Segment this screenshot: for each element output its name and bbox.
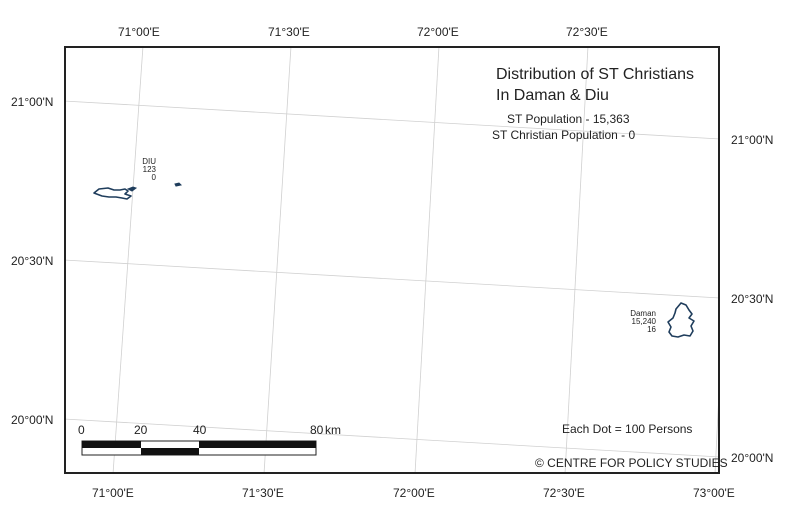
- diu-label: DIU 123 0: [136, 158, 156, 182]
- diu-islet: [126, 186, 138, 192]
- meridian-73-00: [714, 404, 718, 472]
- copyright-text: © CENTRE FOR POLICY STUDIES: [535, 456, 728, 470]
- daman-label: Daman 15,240 16: [620, 310, 656, 334]
- map-title: Distribution of ST Christians In Daman &…: [496, 64, 694, 106]
- left-label-20-30: 20°30'N: [11, 254, 54, 268]
- daman-st-christian: 16: [647, 325, 656, 334]
- bottom-label-71-30: 71°30'E: [242, 486, 284, 500]
- scale-tick-40: 40: [193, 423, 207, 437]
- scale-tick-0: 0: [78, 423, 85, 437]
- diu-st-population: 123: [142, 165, 156, 174]
- diu-st-christian: 0: [151, 173, 156, 182]
- parallel-20-00: [66, 418, 718, 458]
- dot-legend-note: Each Dot = 100 Persons: [562, 422, 693, 436]
- top-label-71-30: 71°30'E: [268, 25, 310, 39]
- top-label-71-00: 71°00'E: [118, 25, 160, 39]
- diu-outline: [93, 187, 132, 200]
- scale-seg-1: [82, 441, 141, 448]
- map-canvas: [66, 48, 718, 472]
- right-label-20-30: 20°30'N: [731, 292, 774, 306]
- daman-name: Daman: [630, 309, 656, 318]
- st-population-text: ST Population - 15,363: [507, 112, 630, 126]
- scale-tick-80: 80: [310, 423, 324, 437]
- daman-st-population: 15,240: [631, 317, 656, 326]
- bottom-label-71-00: 71°00'E: [92, 486, 134, 500]
- graticule-lines: [66, 48, 718, 472]
- scale-seg-2: [141, 448, 199, 455]
- st-christian-population-text: ST Christian Population - 0: [492, 128, 636, 142]
- scale-bar-graphic: [81, 440, 317, 456]
- top-label-72-00: 72°00'E: [417, 25, 459, 39]
- scale-tick-20: 20: [134, 423, 148, 437]
- diu-islet-east: [174, 182, 183, 187]
- bottom-label-73-00: 73°00'E: [693, 486, 735, 500]
- right-label-21-00: 21°00'N: [731, 133, 774, 147]
- parallel-20-30: [66, 259, 718, 299]
- scale-seg-3: [199, 441, 316, 448]
- map-title-line1: Distribution of ST Christians: [496, 66, 694, 83]
- bottom-label-72-00: 72°00'E: [393, 486, 435, 500]
- bottom-label-72-30: 72°30'E: [543, 486, 585, 500]
- diu-name: DIU: [142, 157, 156, 166]
- parallel-21-00: [66, 100, 718, 140]
- meridian-71-00: [112, 48, 144, 472]
- top-label-72-30: 72°30'E: [566, 25, 608, 39]
- meridian-71-30: [263, 48, 292, 472]
- meridian-72-30: [564, 48, 589, 472]
- meridian-72-00: [414, 48, 440, 472]
- daman-outline: [667, 302, 695, 338]
- left-label-20-00: 20°00'N: [11, 413, 54, 427]
- right-label-20-00: 20°00'N: [731, 451, 774, 465]
- map-frame: [64, 46, 720, 474]
- left-label-21-00: 21°00'N: [11, 95, 54, 109]
- map-title-line2: In Daman & Diu: [496, 87, 609, 104]
- scale-unit: km: [325, 423, 341, 437]
